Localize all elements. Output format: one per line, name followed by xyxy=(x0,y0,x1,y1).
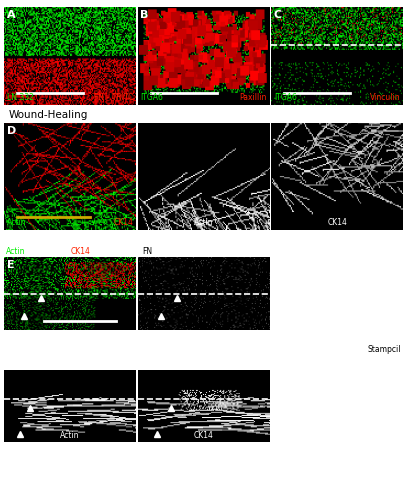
Text: Vinculin: Vinculin xyxy=(370,93,400,102)
Text: C: C xyxy=(274,10,282,20)
Text: B: B xyxy=(140,10,149,20)
Text: E: E xyxy=(7,260,14,270)
Text: FN - TRITC: FN - TRITC xyxy=(94,93,133,102)
Text: Actin: Actin xyxy=(194,218,213,227)
Text: LN 332: LN 332 xyxy=(7,93,34,102)
Text: ITGA6: ITGA6 xyxy=(140,93,163,102)
Text: Paxillin: Paxillin xyxy=(239,93,267,102)
Text: FN: FN xyxy=(142,248,152,256)
Text: Wound-Healing: Wound-Healing xyxy=(8,110,88,120)
Text: Actin: Actin xyxy=(60,432,80,440)
Text: A: A xyxy=(7,10,16,20)
Text: CK14: CK14 xyxy=(193,432,213,440)
Text: CK14: CK14 xyxy=(327,218,347,227)
Text: Stampcil: Stampcil xyxy=(367,346,401,354)
Text: D: D xyxy=(7,126,16,136)
Text: CK14: CK14 xyxy=(71,248,91,256)
Text: Actin: Actin xyxy=(7,218,26,227)
Text: ITGA6: ITGA6 xyxy=(274,93,297,102)
Text: CK14: CK14 xyxy=(113,218,133,227)
Text: Actin: Actin xyxy=(6,248,26,256)
